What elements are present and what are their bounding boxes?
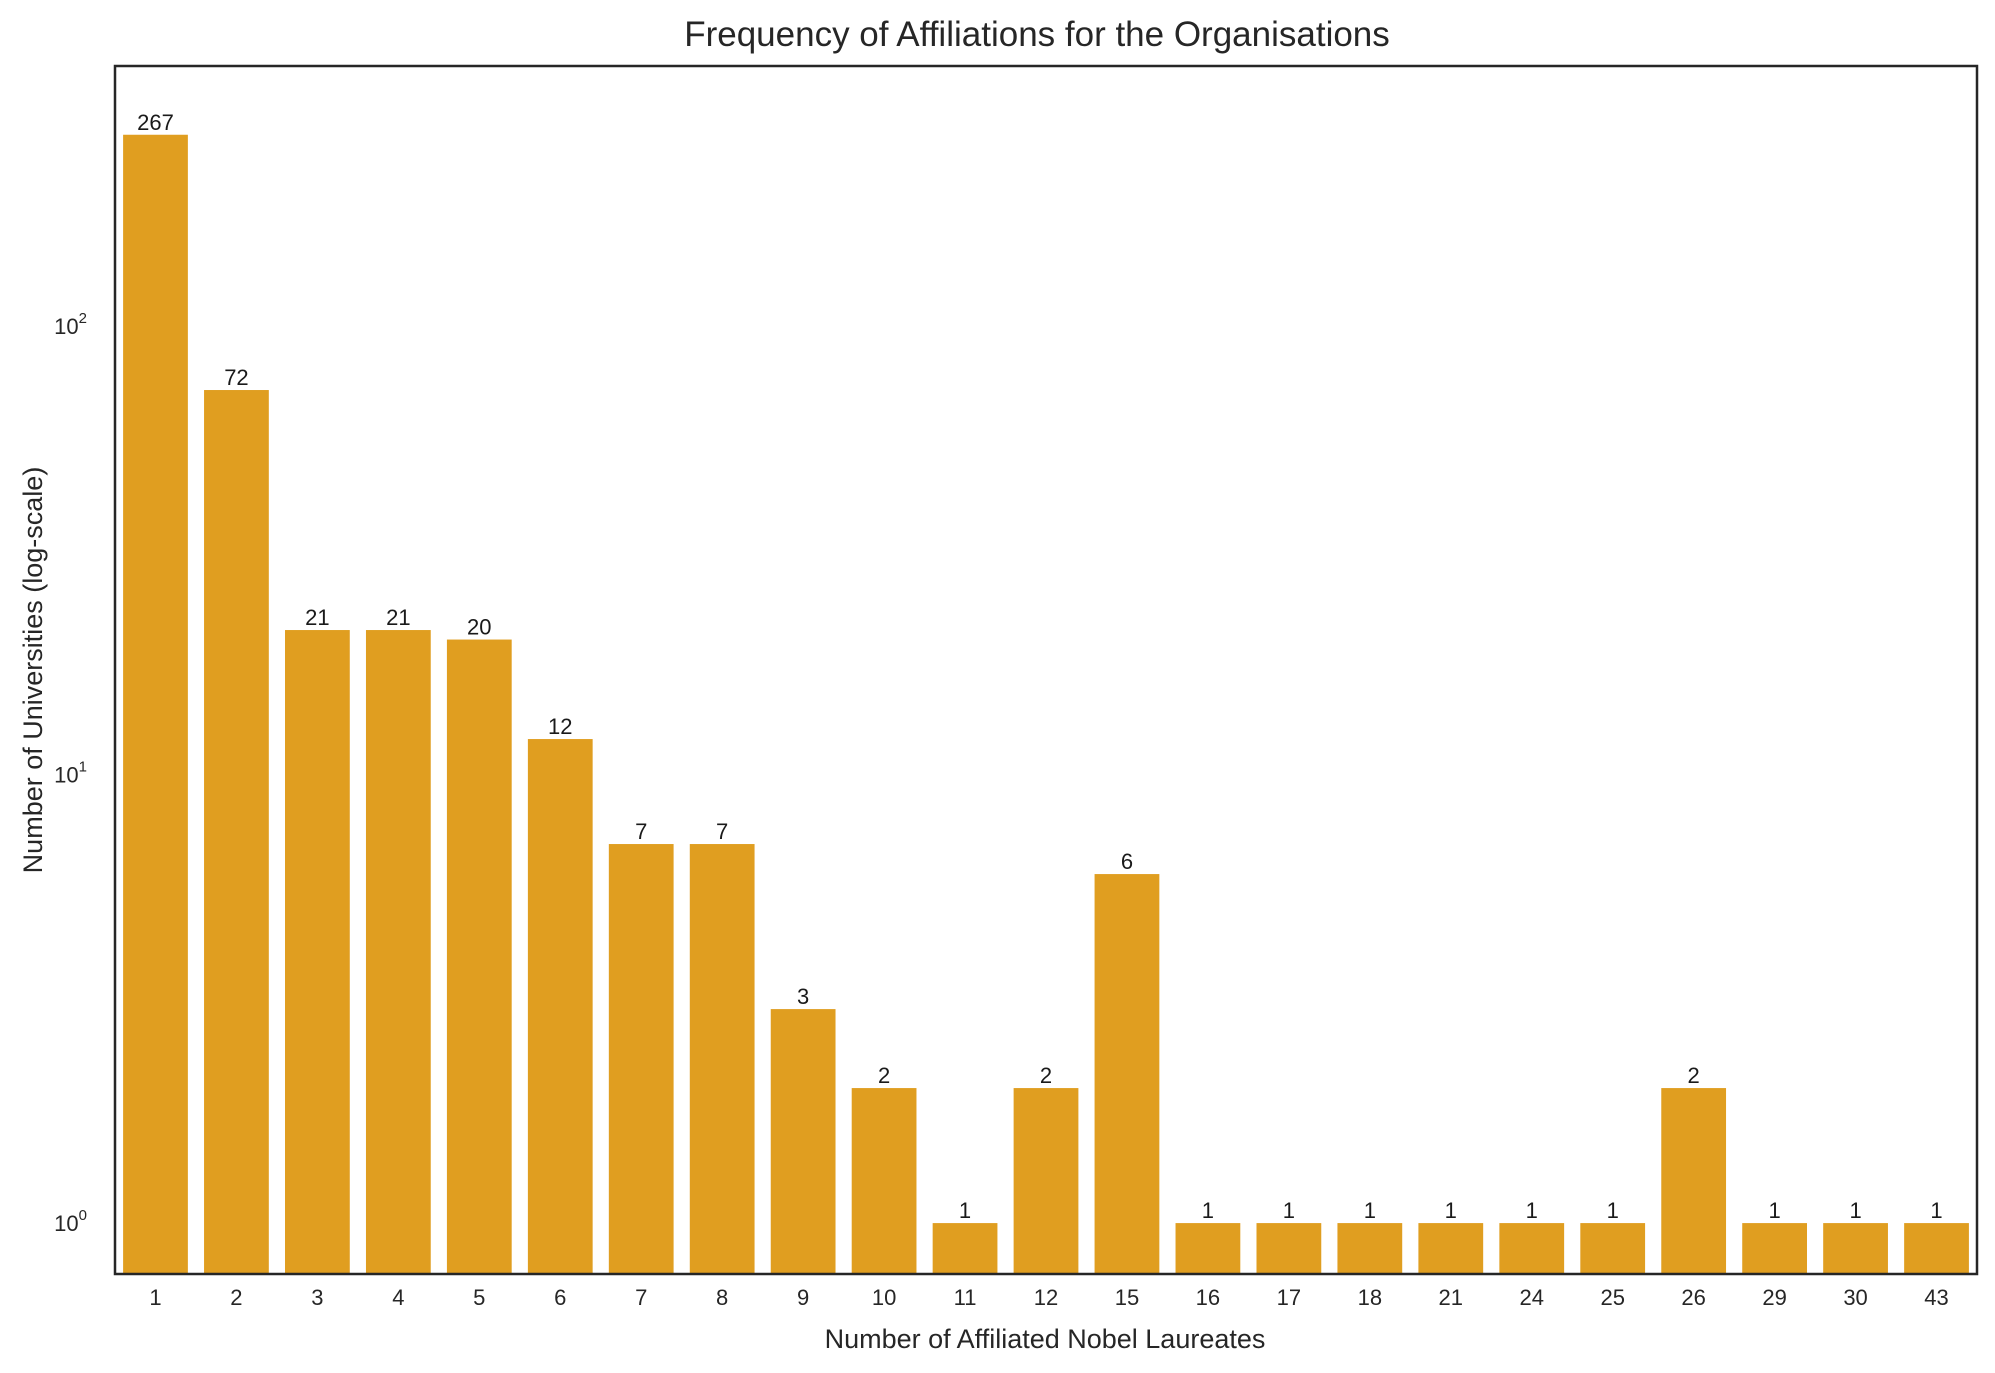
data-label-3: 21 xyxy=(305,605,329,630)
x-tick-label-18: 18 xyxy=(1358,1285,1382,1310)
x-tick-label-17: 17 xyxy=(1277,1285,1301,1310)
x-tick-label-25: 25 xyxy=(1600,1285,1624,1310)
x-tick-label-24: 24 xyxy=(1519,1285,1543,1310)
data-label-21: 1 xyxy=(1445,1198,1457,1223)
x-axis-label: Number of Affiliated Nobel Laureates xyxy=(825,1324,1266,1354)
x-tick-label-11: 11 xyxy=(954,1285,977,1310)
bar-7 xyxy=(608,844,674,1274)
bar-2 xyxy=(204,390,269,1274)
data-label-11: 1 xyxy=(959,1198,971,1223)
data-label-5: 20 xyxy=(467,615,491,640)
bar-43 xyxy=(1904,1223,1969,1274)
x-tick-label-26: 26 xyxy=(1681,1285,1705,1310)
bar-17 xyxy=(1256,1223,1322,1274)
x-tick-label-43: 43 xyxy=(1924,1285,1948,1310)
bar-16 xyxy=(1175,1223,1241,1274)
data-label-17: 1 xyxy=(1283,1198,1295,1223)
y-tick-labels: 100 101 102 xyxy=(54,310,87,1236)
y-axis-label: Number of Universities (log-scale) xyxy=(18,467,48,874)
bar-21 xyxy=(1418,1223,1484,1274)
bar-29 xyxy=(1742,1223,1807,1274)
data-label-16: 1 xyxy=(1202,1198,1214,1223)
x-tick-label-3: 3 xyxy=(311,1285,323,1310)
bar-4 xyxy=(365,630,431,1274)
data-label-4: 21 xyxy=(386,605,410,630)
y-tick-label-10-0: 100 xyxy=(54,1207,87,1236)
bar-15 xyxy=(1094,874,1160,1274)
data-label-2: 72 xyxy=(224,365,248,390)
x-tick-label-16: 16 xyxy=(1196,1285,1220,1310)
data-label-26: 2 xyxy=(1688,1063,1700,1088)
data-label-9: 3 xyxy=(797,984,809,1009)
bar-25 xyxy=(1580,1223,1646,1274)
bar-26 xyxy=(1661,1088,1727,1274)
bar-10 xyxy=(851,1088,917,1274)
x-tick-label-9: 9 xyxy=(797,1285,809,1310)
x-tick-label-2: 2 xyxy=(230,1285,242,1310)
x-tick-label-1: 1 xyxy=(149,1285,161,1310)
y-tick-label-10-1: 101 xyxy=(54,759,87,788)
data-label-12: 2 xyxy=(1040,1063,1052,1088)
x-tick-label-29: 29 xyxy=(1762,1285,1786,1310)
y-tick-label-10-2: 102 xyxy=(54,310,87,339)
x-tick-labels: 1 2 3 4 5 6 7 8 9 10 11 12 15 16 17 18 21 24 25 26 29 30 43 xyxy=(149,1285,1948,1310)
plot-frame xyxy=(113,64,1979,1276)
bar-24 xyxy=(1499,1223,1565,1274)
bars-group xyxy=(123,134,1969,1274)
bar-5 xyxy=(446,639,512,1274)
data-label-15: 6 xyxy=(1121,849,1133,874)
bar-8 xyxy=(689,844,755,1274)
x-tick-label-21: 21 xyxy=(1439,1285,1463,1310)
x-tick-label-4: 4 xyxy=(392,1285,404,1310)
x-tick-label-15: 15 xyxy=(1115,1285,1139,1310)
x-tick-label-6: 6 xyxy=(554,1285,566,1310)
data-label-18: 1 xyxy=(1364,1198,1376,1223)
x-tick-label-8: 8 xyxy=(716,1285,728,1310)
x-tick-label-7: 7 xyxy=(635,1285,647,1310)
data-label-25: 1 xyxy=(1607,1198,1619,1223)
data-label-8: 7 xyxy=(716,819,728,844)
bar-12 xyxy=(1013,1088,1079,1274)
bar-6 xyxy=(527,739,593,1274)
data-label-30: 1 xyxy=(1849,1198,1861,1223)
chart-title: Frequency of Affiliations for the Organi… xyxy=(684,15,1390,54)
x-tick-label-5: 5 xyxy=(473,1285,485,1310)
data-label-43: 1 xyxy=(1930,1198,1942,1223)
bar-11 xyxy=(932,1223,998,1274)
x-tick-label-10: 10 xyxy=(872,1285,896,1310)
bar-9 xyxy=(770,1009,836,1274)
bar-3 xyxy=(285,630,350,1274)
data-label-10: 2 xyxy=(878,1063,890,1088)
bar-18 xyxy=(1337,1223,1403,1274)
data-label-6: 12 xyxy=(548,714,572,739)
x-tick-label-30: 30 xyxy=(1843,1285,1867,1310)
bar-30 xyxy=(1823,1223,1888,1274)
data-label-24: 1 xyxy=(1526,1198,1538,1223)
bar-1 xyxy=(123,134,188,1274)
data-label-1: 267 xyxy=(137,110,174,135)
data-label-29: 1 xyxy=(1768,1198,1780,1223)
x-tick-label-12: 12 xyxy=(1034,1285,1058,1310)
data-label-7: 7 xyxy=(635,819,647,844)
